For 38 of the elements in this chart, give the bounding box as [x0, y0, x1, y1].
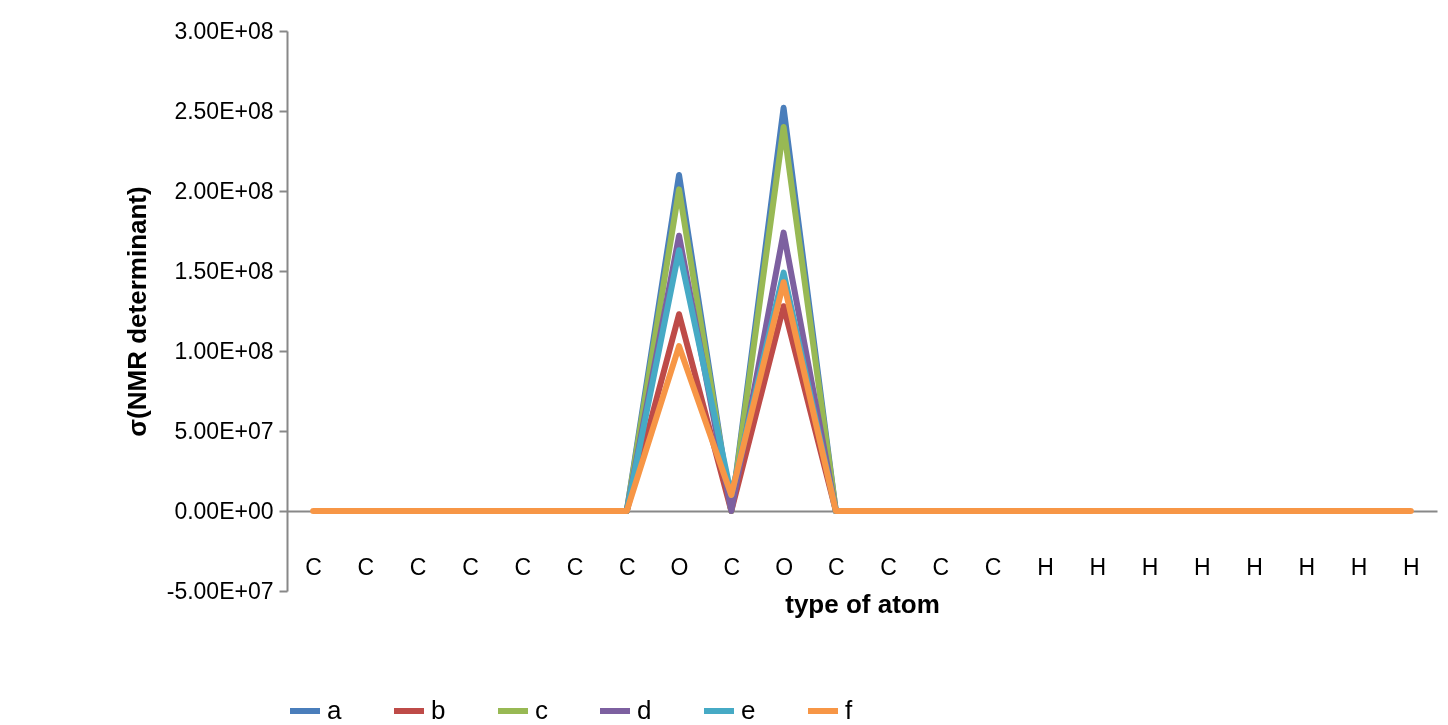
x-tick-label: C: [409, 553, 427, 580]
x-tick-label: C: [723, 553, 741, 580]
x-tick-label: H: [1089, 553, 1107, 580]
x-tick-label: C: [462, 553, 479, 580]
y-tick-label: 2.50E+08: [174, 97, 274, 124]
x-axis-title: type of atom: [785, 588, 940, 619]
y-tick-label: -5.00E+07: [166, 577, 274, 604]
x-tick-label: H: [1037, 553, 1054, 580]
legend-label: f: [845, 695, 853, 725]
x-tick-label: H: [1246, 553, 1263, 580]
x-tick-label: C: [932, 553, 950, 580]
x-tick-label: C: [984, 553, 1002, 580]
legend-label: c: [535, 695, 548, 725]
x-tick-label: C: [828, 553, 845, 580]
x-tick-label: H: [1350, 553, 1368, 580]
legend-label: a: [327, 695, 342, 725]
legend-label: e: [741, 695, 756, 725]
y-tick-label: 3.00E+08: [174, 17, 274, 44]
legend-label: b: [431, 695, 446, 725]
x-tick-label: O: [775, 553, 794, 580]
x-tick-label: C: [566, 553, 584, 580]
x-tick-label: C: [357, 553, 375, 580]
x-tick-label: C: [514, 553, 532, 580]
legend-label: d: [637, 695, 652, 725]
y-tick-label: 1.50E+08: [174, 257, 274, 284]
x-tick-label: C: [880, 553, 897, 580]
x-tick-label: O: [670, 553, 689, 580]
y-tick-label: 2.00E+08: [174, 177, 274, 204]
x-tick-label: H: [1193, 553, 1211, 580]
y-tick-label: 5.00E+07: [174, 417, 274, 444]
y-tick-label: 1.00E+08: [174, 337, 274, 364]
x-tick-label: H: [1141, 553, 1159, 580]
x-tick-label: H: [1403, 553, 1420, 580]
y-tick-label: 0.00E+00: [174, 497, 274, 524]
x-tick-label: C: [618, 553, 636, 580]
x-tick-label: H: [1298, 553, 1316, 580]
x-tick-label: C: [305, 553, 322, 580]
y-axis-title: σ(NMR determinant): [121, 186, 152, 437]
